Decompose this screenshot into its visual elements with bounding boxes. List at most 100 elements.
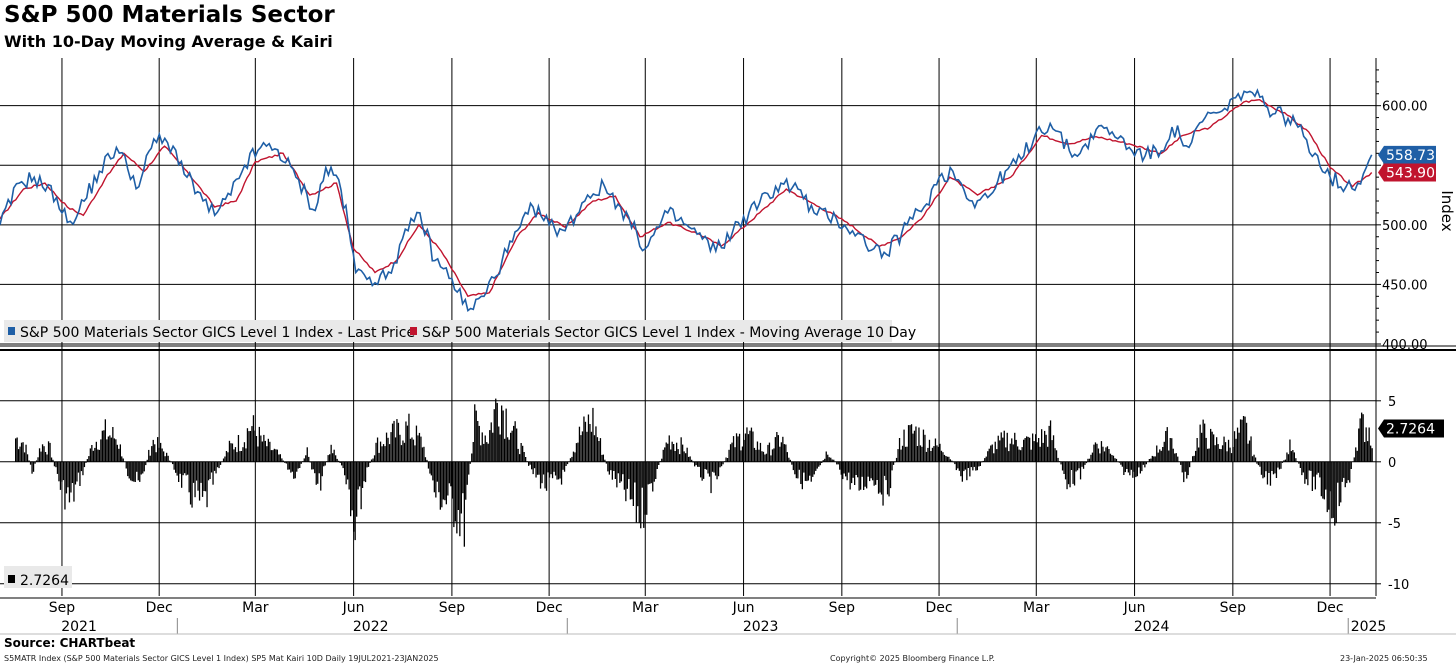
kairi-bar bbox=[115, 439, 117, 462]
kairi-bar bbox=[1335, 461, 1337, 524]
kairi-bar bbox=[1174, 453, 1176, 462]
kairi-bar bbox=[996, 449, 998, 462]
kairi-bar bbox=[795, 461, 797, 479]
kairi-bar bbox=[1331, 461, 1333, 519]
kairi-bar bbox=[1227, 439, 1230, 462]
kairi-bar bbox=[1356, 450, 1358, 462]
kairi-bar bbox=[620, 461, 622, 482]
kairi-bar bbox=[62, 461, 65, 481]
kairi-bar bbox=[100, 439, 102, 462]
kairi-bar bbox=[498, 426, 500, 462]
kairi-bar bbox=[209, 461, 211, 479]
kairi-bar bbox=[1332, 461, 1334, 518]
x-month-label: Jun bbox=[342, 600, 365, 616]
kairi-bar bbox=[803, 461, 805, 473]
kairi-bar bbox=[52, 459, 54, 462]
kairi-bar bbox=[317, 461, 319, 484]
kairi-bar bbox=[536, 461, 539, 475]
kairi-bar bbox=[511, 430, 513, 462]
kairi-bar bbox=[818, 461, 820, 467]
kairi-bar bbox=[101, 430, 103, 462]
kairi-bar bbox=[384, 446, 386, 462]
ma-last-value: 543.90 bbox=[1386, 166, 1435, 182]
kairi-bar bbox=[886, 461, 889, 495]
kairi-bar bbox=[1311, 461, 1313, 491]
kairi-bar bbox=[1009, 443, 1011, 462]
legend-swatch-price bbox=[8, 327, 15, 335]
kairi-bar bbox=[258, 426, 260, 462]
kairi-bar bbox=[397, 422, 400, 462]
kairi-bar bbox=[137, 461, 139, 481]
kairi-bar bbox=[1256, 461, 1258, 464]
kairi-bar bbox=[1165, 431, 1167, 462]
kairi-bar bbox=[195, 461, 198, 481]
kairi-bar bbox=[575, 443, 578, 462]
kairi-bar bbox=[1219, 448, 1221, 462]
kairi-bar bbox=[1229, 447, 1231, 462]
x-month-label: Jun bbox=[1123, 600, 1146, 616]
kairi-bar bbox=[1226, 451, 1228, 462]
kairi-bar bbox=[852, 461, 854, 478]
kairi-bar bbox=[991, 444, 993, 462]
kairi-bar bbox=[453, 461, 455, 528]
kairi-bar bbox=[457, 461, 459, 510]
y-axis-label: Index bbox=[1438, 190, 1456, 231]
kairi-bar bbox=[1133, 461, 1135, 472]
x-month-label: Dec bbox=[536, 600, 563, 616]
kairi-bar bbox=[140, 461, 142, 475]
kairi-bar bbox=[43, 446, 45, 462]
kairi-last-tag bbox=[1378, 419, 1444, 438]
kairi-bar bbox=[273, 448, 275, 462]
kairi-bar bbox=[347, 461, 349, 480]
kairi-bar bbox=[133, 461, 135, 482]
kairi-bar bbox=[157, 437, 159, 462]
kairi-tick-label: -5 bbox=[1388, 517, 1401, 532]
kairi-bar bbox=[246, 428, 249, 462]
kairi-bar bbox=[435, 461, 437, 498]
x-year-label: 2022 bbox=[353, 619, 389, 635]
kairi-bar bbox=[127, 461, 129, 477]
kairi-bar bbox=[1114, 458, 1116, 462]
kairi-bar bbox=[345, 461, 347, 485]
kairi-bar bbox=[359, 461, 361, 487]
chart-subtitle: With 10-Day Moving Average & Kairi bbox=[4, 32, 333, 51]
kairi-bar bbox=[683, 451, 685, 462]
kairi-bar bbox=[187, 461, 189, 475]
kairi-bar bbox=[774, 437, 776, 462]
kairi-bar bbox=[311, 461, 313, 470]
kairi-bar bbox=[239, 451, 241, 462]
kairi-bar bbox=[858, 461, 860, 491]
kairi-bar bbox=[1244, 416, 1246, 462]
kairi-bar bbox=[671, 441, 673, 462]
kairi-bar bbox=[646, 461, 648, 515]
kairi-bar bbox=[743, 439, 745, 462]
kairi-bar bbox=[879, 461, 881, 493]
kairi-bar bbox=[189, 461, 192, 505]
kairi-bar bbox=[242, 447, 244, 462]
kairi-bar bbox=[851, 461, 853, 484]
kairi-bar bbox=[981, 461, 983, 463]
kairi-bar bbox=[1187, 461, 1189, 476]
kairi-bar bbox=[1207, 448, 1209, 462]
kairi-bar bbox=[930, 451, 932, 462]
kairi-bar bbox=[830, 457, 832, 462]
kairi-bar bbox=[883, 461, 886, 476]
kairi-bar bbox=[466, 461, 468, 485]
kairi-bar bbox=[145, 461, 147, 466]
kairi-bar bbox=[490, 422, 492, 462]
kairi-bar bbox=[302, 461, 304, 462]
kairi-bar bbox=[1180, 461, 1182, 465]
kairi-bar bbox=[344, 461, 346, 476]
price-legend bbox=[4, 320, 892, 342]
kairi-bar bbox=[912, 433, 914, 462]
kairi-bar bbox=[788, 457, 790, 462]
kairi-bar bbox=[409, 438, 412, 462]
kairi-bar bbox=[424, 457, 427, 462]
kairi-bar bbox=[517, 448, 519, 462]
kairi-bar bbox=[285, 461, 287, 464]
kairi-bar bbox=[400, 445, 403, 462]
kairi-bar bbox=[499, 434, 501, 462]
kairi-bar bbox=[1266, 461, 1269, 485]
kairi-bar bbox=[415, 425, 418, 462]
kairi-bar bbox=[948, 456, 950, 462]
